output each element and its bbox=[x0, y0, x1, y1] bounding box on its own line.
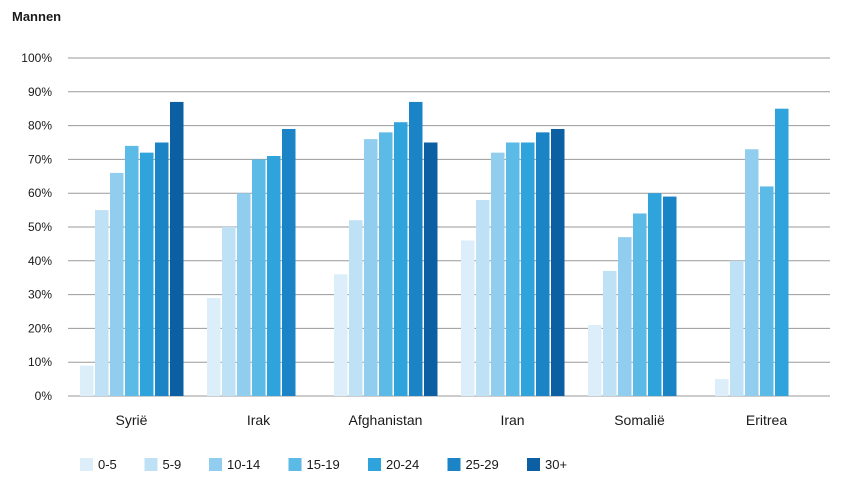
legend-item: 30+ bbox=[527, 457, 567, 472]
legend-label: 25-29 bbox=[466, 457, 499, 472]
bar-15-19-Eritrea bbox=[760, 186, 774, 396]
legend-item: 0-5 bbox=[80, 457, 117, 472]
legend-label: 0-5 bbox=[98, 457, 117, 472]
bar-30+-Afghanistan bbox=[424, 142, 438, 396]
bar-15-19-Somalië bbox=[633, 213, 647, 396]
bar-5-9-Afghanistan bbox=[349, 220, 363, 396]
bar-25-29-Syrië bbox=[155, 142, 169, 396]
legend-swatch bbox=[144, 458, 158, 471]
legend-item: 5-9 bbox=[144, 457, 182, 472]
chart-title: Mannen bbox=[12, 9, 61, 24]
bar-5-9-Irak bbox=[222, 227, 236, 396]
bar-20-24-Irak bbox=[267, 156, 281, 396]
y-tick-label: 30% bbox=[28, 288, 52, 302]
y-tick-label: 70% bbox=[28, 152, 52, 166]
bar-25-29-Irak bbox=[282, 128, 296, 397]
bar-20-24-Eritrea bbox=[775, 108, 789, 396]
bar-20-24-Iran bbox=[521, 142, 535, 396]
y-tick-label: 100% bbox=[21, 51, 52, 65]
bar-5-9-Iran bbox=[476, 199, 490, 396]
bar-0-5-Somalië bbox=[588, 325, 602, 396]
legend-item: 20-24 bbox=[368, 457, 419, 472]
bar-25-29-Iran bbox=[536, 132, 550, 397]
bar-20-24-Syrië bbox=[140, 152, 154, 396]
bar-25-29-Afghanistan bbox=[409, 101, 423, 396]
y-tick-label: 10% bbox=[28, 355, 52, 369]
legend-swatch bbox=[527, 458, 540, 471]
bar-10-14-Afghanistan bbox=[364, 139, 378, 396]
x-category-label: Eritrea bbox=[746, 412, 787, 428]
legend-swatch bbox=[368, 458, 381, 471]
bar-15-19-Afghanistan bbox=[379, 132, 393, 397]
legend-swatch bbox=[80, 458, 93, 471]
bar-5-9-Somalië bbox=[603, 270, 617, 396]
bar-30+-Syrië bbox=[170, 101, 184, 396]
y-tick-label: 60% bbox=[28, 186, 52, 200]
bar-10-14-Irak bbox=[237, 193, 251, 396]
legend: 0-5 5-9 10-14 15-19 20-24 25-29 30+ bbox=[80, 457, 567, 472]
bar-10-14-Somalië bbox=[618, 237, 632, 396]
legend-label: 10-14 bbox=[227, 457, 260, 472]
legend-swatch bbox=[209, 458, 222, 471]
bar-15-19-Irak bbox=[252, 159, 266, 396]
bar-10-14-Iran bbox=[491, 152, 505, 396]
bar-0-5-Eritrea bbox=[715, 379, 729, 396]
x-category-label: Iran bbox=[500, 412, 524, 428]
y-tick-label: 0% bbox=[35, 389, 53, 403]
legend-item: 15-19 bbox=[288, 457, 340, 472]
legend-label: 15-19 bbox=[307, 457, 340, 472]
x-axis-categories: Syrië Irak Afghanistan Iran Somalië Eritrea bbox=[116, 412, 788, 428]
y-tick-label: 20% bbox=[28, 321, 52, 335]
legend-item: 10-14 bbox=[209, 457, 260, 472]
legend-item: 25-29 bbox=[447, 457, 499, 472]
bar-5-9-Eritrea bbox=[730, 260, 744, 396]
y-tick-label: 90% bbox=[28, 85, 52, 99]
bar-0-5-Afghanistan bbox=[334, 274, 348, 396]
bar-20-24-Somalië bbox=[648, 193, 662, 396]
bar-15-19-Syrië bbox=[125, 145, 139, 396]
bar-20-24-Afghanistan bbox=[394, 122, 408, 396]
bar-10-14-Syrië bbox=[110, 172, 124, 396]
y-tick-label: 50% bbox=[28, 220, 52, 234]
bar-0-5-Irak bbox=[207, 297, 221, 396]
y-tick-label: 40% bbox=[28, 254, 52, 268]
x-category-label: Syrië bbox=[116, 412, 148, 428]
bar-10-14-Eritrea bbox=[745, 149, 759, 396]
legend-label: 5-9 bbox=[163, 457, 182, 472]
legend-label: 30+ bbox=[545, 457, 567, 472]
legend-swatch bbox=[447, 458, 461, 471]
bar-25-29-Somalië bbox=[663, 196, 677, 396]
y-tick-label: 80% bbox=[28, 119, 52, 133]
bar-0-5-Syrië bbox=[80, 365, 94, 396]
y-axis-ticks: 0% 10% 20% 30% 40% 50% 60% 70% 80% 90% 100% bbox=[21, 51, 52, 403]
legend-swatch bbox=[288, 458, 302, 471]
x-category-label: Afghanistan bbox=[349, 412, 423, 428]
legend-label: 20-24 bbox=[386, 457, 419, 472]
bar-30+-Iran bbox=[551, 128, 565, 397]
bar-0-5-Iran bbox=[461, 240, 475, 396]
bars bbox=[80, 101, 789, 397]
bar-15-19-Iran bbox=[506, 142, 520, 396]
x-category-label: Irak bbox=[247, 412, 271, 428]
grid bbox=[68, 57, 830, 397]
x-category-label: Somalië bbox=[614, 412, 665, 428]
bar-5-9-Syrië bbox=[95, 210, 109, 396]
